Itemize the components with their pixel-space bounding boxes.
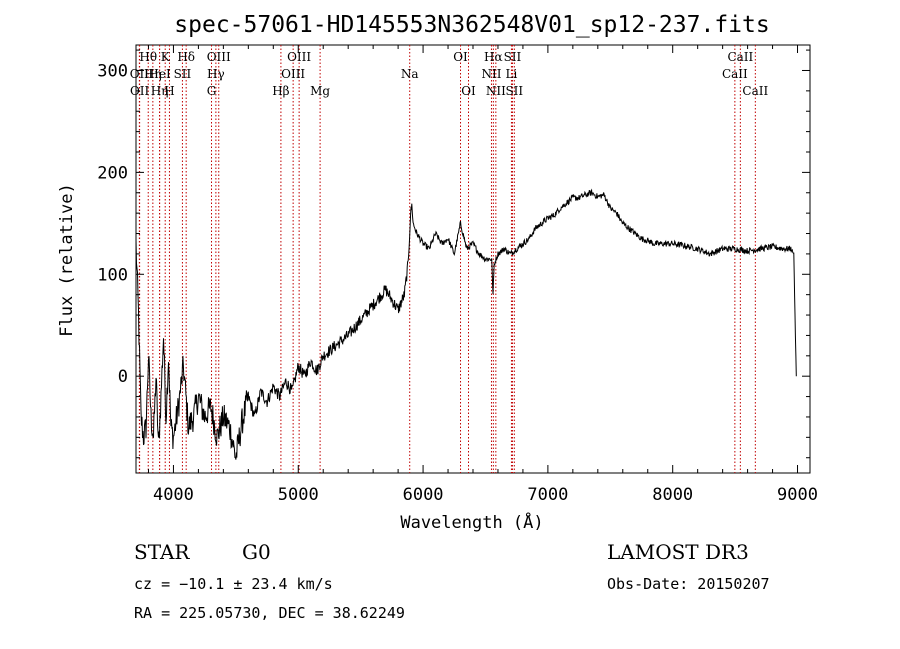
x-tick-label: 9000 <box>777 485 818 505</box>
spectral-line-label: CaII <box>722 67 748 81</box>
x-tick-label: 8000 <box>652 485 693 505</box>
spectral-line-label: SII <box>174 67 192 81</box>
spectral-line-label: Hη <box>144 67 162 81</box>
y-axis-label: Flux (relative) <box>57 183 77 337</box>
spectral-line-label: Hη <box>151 84 169 98</box>
spectral-line-label: NII <box>486 84 506 98</box>
spectral-line-label: OI <box>461 84 476 98</box>
spectral-line-label: G <box>207 84 217 98</box>
spectral-line-label: OII <box>130 67 150 81</box>
spectral-line-label: Hγ <box>207 67 225 81</box>
spectral-line-label: Hα <box>484 50 503 64</box>
spectral-line-label: OIII <box>287 50 311 64</box>
obs-date: Obs-Date: 20150207 <box>607 575 770 593</box>
x-axis-label: Wavelength (Å) <box>400 511 543 533</box>
spectral-line-label: NII <box>481 67 501 81</box>
y-tick-label: 0 <box>118 367 128 387</box>
spectral-line-label: H <box>164 84 174 98</box>
spectral-line-markers <box>138 45 756 473</box>
spectral-line-label: Hβ <box>272 84 289 98</box>
spectral-line-label: Mg <box>310 84 330 98</box>
survey-name: LAMOST DR3 <box>607 540 749 564</box>
spectral-line-label: OI <box>453 50 468 64</box>
spectral-line-label: Na <box>401 67 419 81</box>
y-tick-label: 200 <box>97 163 128 183</box>
spectral-line-label: CaII <box>727 50 753 64</box>
redshift-readout: cz = −10.1 ± 23.4 km/s <box>134 575 333 593</box>
spectral-line-label: SII <box>505 84 523 98</box>
spectral-line-label: SII <box>504 50 522 64</box>
spectral-line-label: CaII <box>742 84 768 98</box>
spectral-line-label: Li <box>506 67 518 81</box>
coordinates: RA = 225.05730, DEC = 38.62249 <box>134 604 405 622</box>
spectrum-series-line <box>135 188 797 460</box>
spectral-line-label: Hδ <box>177 50 195 64</box>
spectral-line-label: OIII <box>281 67 305 81</box>
spectral-line-label: HeI <box>148 67 171 81</box>
chart-title: spec-57061-HD145553N362548V01_sp12-237.f… <box>174 12 769 38</box>
spectral-line-label: K <box>161 50 171 64</box>
spectral-line-label: OIII <box>207 50 231 64</box>
y-tick-label: 100 <box>97 265 128 285</box>
x-tick-label: 6000 <box>403 485 444 505</box>
x-tick-label: 7000 <box>527 485 568 505</box>
x-tick-label: 4000 <box>153 485 194 505</box>
x-axis: 4000 5000 6000 7000 8000 9000 <box>147 45 818 505</box>
y-tick-label: 300 <box>97 61 128 81</box>
subclass: G0 <box>242 540 271 564</box>
x-tick-label: 5000 <box>278 485 319 505</box>
y-axis: 0 100 200 300 <box>97 49 810 459</box>
plot-frame <box>135 44 811 474</box>
object-type: STAR <box>134 540 190 564</box>
spectral-line-label: Hθ <box>139 50 157 64</box>
